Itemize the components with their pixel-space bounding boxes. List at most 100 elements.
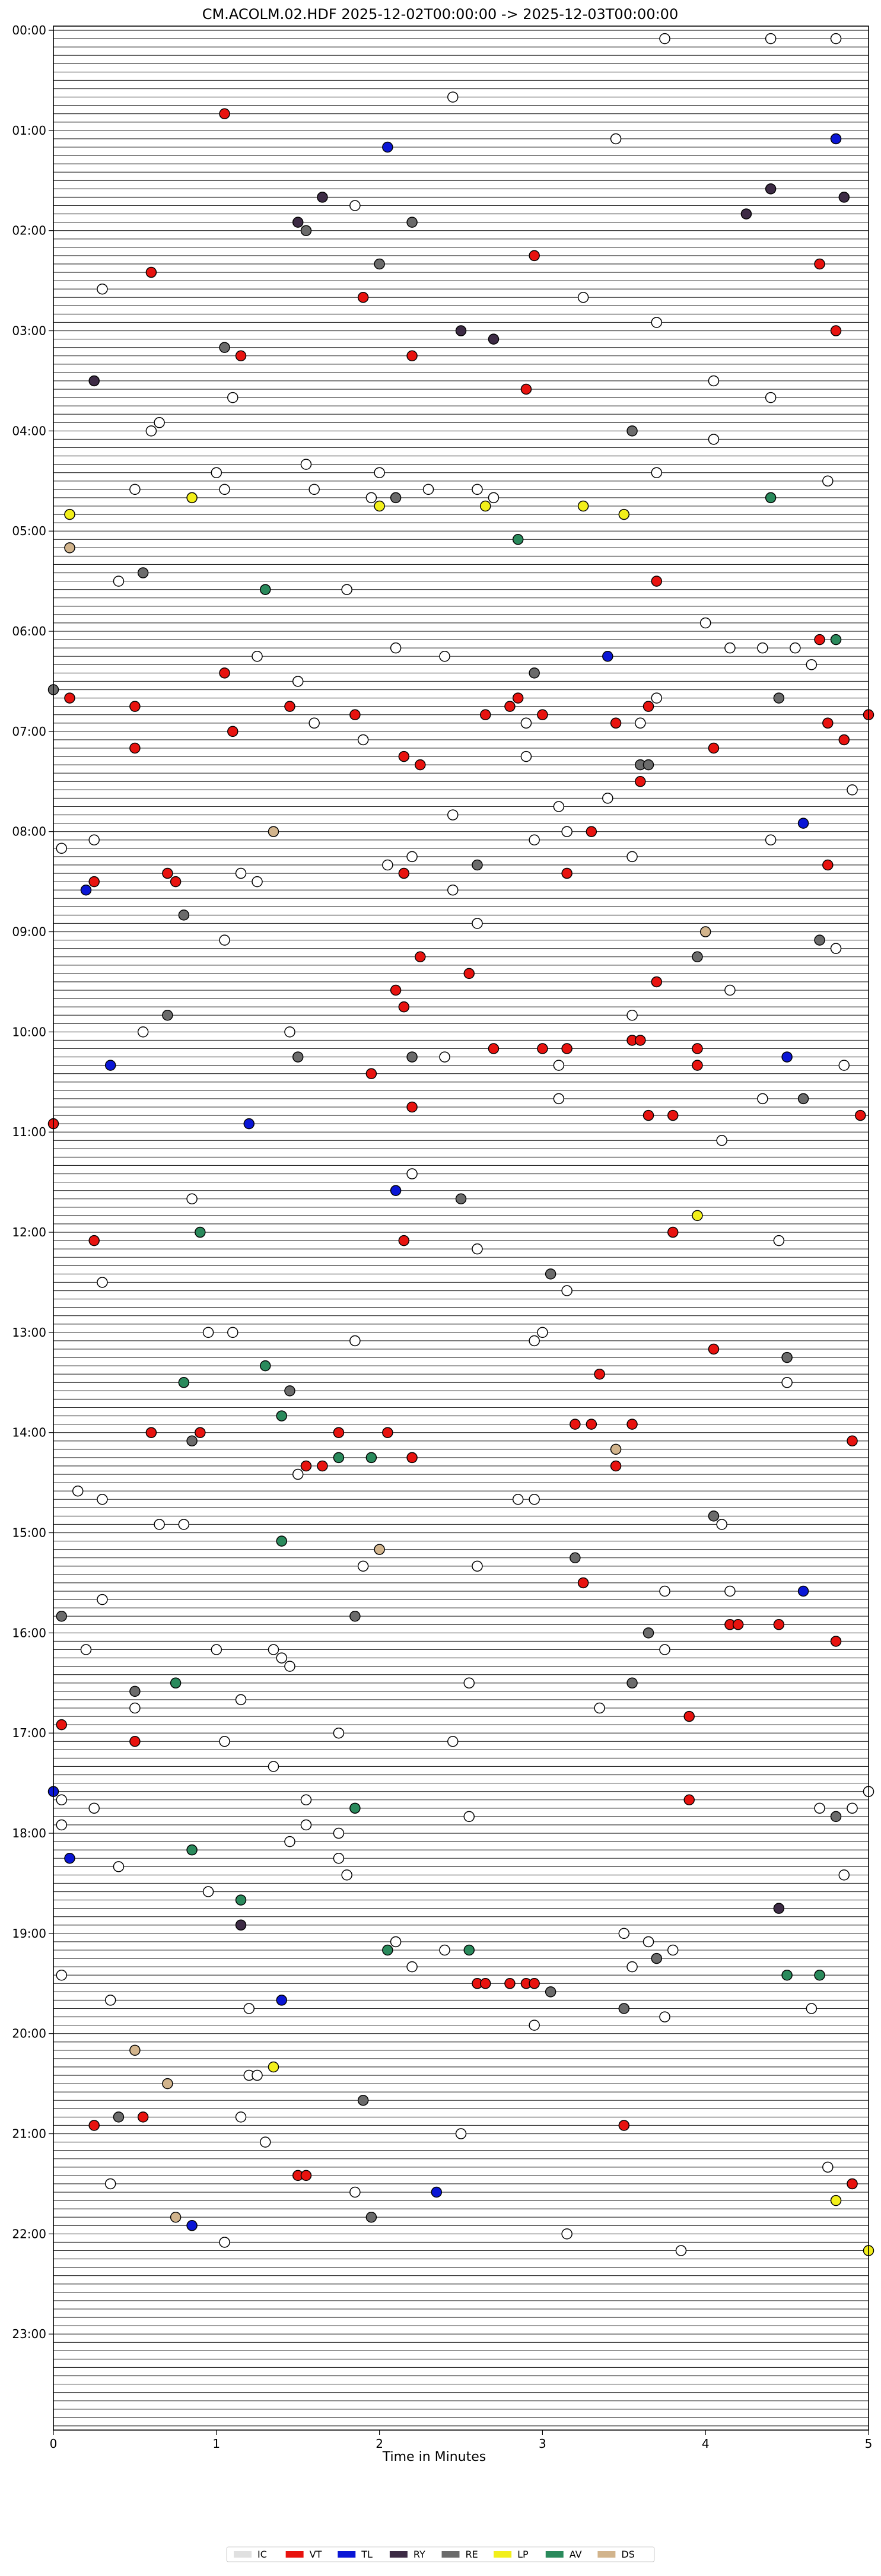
- event-marker-ic: [390, 1936, 402, 1948]
- event-marker-re: [374, 258, 385, 270]
- event-marker-ic: [699, 617, 711, 629]
- event-marker-ic: [618, 1928, 630, 1939]
- legend-label-lp: LP: [517, 2549, 529, 2560]
- event-marker-vt: [683, 1710, 695, 1722]
- event-marker-ic: [129, 484, 141, 495]
- event-marker-ic: [708, 375, 720, 387]
- event-marker-ic: [292, 1468, 304, 1480]
- event-marker-ic: [659, 33, 670, 44]
- y-tick-label: 07:00: [12, 724, 46, 739]
- event-marker-ry: [773, 1903, 785, 1914]
- event-marker-ic: [822, 2161, 834, 2173]
- legend-label-av: AV: [570, 2549, 582, 2560]
- event-marker-vt: [145, 1427, 157, 1438]
- event-marker-ic: [529, 2020, 540, 2031]
- event-marker-ic: [202, 1327, 214, 1338]
- event-marker-ic: [300, 459, 312, 470]
- legend-swatch-re: [441, 2551, 460, 2558]
- event-marker-ic: [56, 842, 67, 854]
- event-marker-ic: [472, 1243, 483, 1255]
- event-marker-vt: [667, 1226, 679, 1238]
- event-marker-ds: [610, 1443, 622, 1455]
- event-marker-ic: [374, 467, 385, 478]
- event-marker-ic: [838, 1060, 850, 1071]
- event-marker-lp: [618, 508, 630, 520]
- event-marker-ic: [211, 1644, 222, 1655]
- event-marker-tl: [602, 650, 613, 662]
- event-marker-av: [178, 1377, 190, 1388]
- y-tick-label: 23:00: [12, 2327, 46, 2341]
- event-marker-vt: [610, 1460, 622, 1472]
- event-marker-vt: [463, 968, 475, 979]
- event-marker-re: [178, 909, 190, 921]
- legend-label-ry: RY: [414, 2549, 425, 2560]
- legend-swatch-vt: [285, 2551, 304, 2558]
- event-marker-ic: [561, 826, 573, 837]
- event-marker-av: [781, 1969, 793, 1981]
- event-marker-ds: [162, 2078, 173, 2090]
- event-marker-ic: [243, 2003, 255, 2014]
- event-marker-ic: [529, 1335, 540, 1347]
- event-marker-ic: [300, 1794, 312, 1806]
- event-marker-ic: [252, 650, 263, 662]
- legend-label-ic: IC: [257, 2549, 267, 2560]
- event-marker-tl: [830, 133, 842, 145]
- event-marker-av: [276, 1535, 287, 1547]
- legend-label-tl: TL: [361, 2549, 373, 2560]
- event-marker-av: [195, 1226, 206, 1238]
- event-marker-re: [349, 1610, 361, 1622]
- event-marker-vt: [88, 876, 100, 888]
- event-marker-ic: [97, 1494, 108, 1505]
- event-marker-vt: [822, 717, 834, 729]
- event-marker-vt: [520, 383, 532, 395]
- event-marker-ic: [382, 859, 393, 871]
- event-marker-ic: [268, 1761, 279, 1772]
- event-marker-vt: [398, 867, 410, 879]
- event-marker-ic: [561, 1285, 573, 1296]
- event-marker-re: [137, 567, 149, 578]
- x-tick-label: 3: [539, 2437, 546, 2451]
- event-marker-vt: [170, 876, 182, 888]
- event-marker-vt: [129, 742, 141, 754]
- event-marker-ic: [602, 793, 613, 804]
- event-marker-vt: [504, 701, 516, 712]
- event-marker-ic: [284, 1661, 295, 1672]
- event-marker-ic: [847, 1802, 858, 1814]
- event-marker-re: [162, 1009, 173, 1021]
- event-marker-tl: [797, 818, 809, 829]
- event-marker-vt: [561, 1043, 573, 1054]
- event-marker-ic: [626, 851, 638, 863]
- event-marker-ic: [472, 1560, 483, 1572]
- event-marker-ic: [129, 1702, 141, 1714]
- y-tick-label: 04:00: [12, 424, 46, 438]
- event-marker-vt: [683, 1794, 695, 1806]
- y-tick-label: 05:00: [12, 524, 46, 538]
- event-marker-re: [545, 1268, 556, 1280]
- event-marker-vt: [618, 2120, 630, 2131]
- event-marker-ic: [659, 1585, 670, 1597]
- event-marker-ic: [97, 1277, 108, 1288]
- event-marker-ic: [765, 834, 777, 846]
- event-marker-re: [545, 1986, 556, 1998]
- event-marker-re: [651, 1952, 663, 1964]
- event-marker-ic: [341, 1869, 352, 1881]
- event-marker-ic: [252, 2069, 263, 2081]
- event-marker-ic: [333, 1827, 345, 1839]
- event-marker-ic: [268, 1644, 279, 1655]
- event-marker-ic: [113, 575, 125, 587]
- event-marker-tl: [104, 1060, 116, 1071]
- event-marker-ry: [317, 192, 328, 203]
- event-marker-lp: [577, 500, 589, 512]
- event-marker-vt: [129, 1736, 141, 1747]
- event-marker-vt: [227, 726, 238, 737]
- event-marker-re: [643, 759, 654, 771]
- event-marker-ic: [716, 1519, 727, 1530]
- event-marker-ds: [268, 826, 279, 837]
- event-marker-ic: [724, 642, 736, 654]
- event-marker-ic: [333, 1727, 345, 1739]
- event-marker-re: [570, 1552, 581, 1563]
- event-marker-ic: [235, 867, 247, 879]
- event-marker-ic: [472, 918, 483, 929]
- event-marker-ic: [97, 283, 108, 295]
- event-marker-vt: [577, 1577, 589, 1589]
